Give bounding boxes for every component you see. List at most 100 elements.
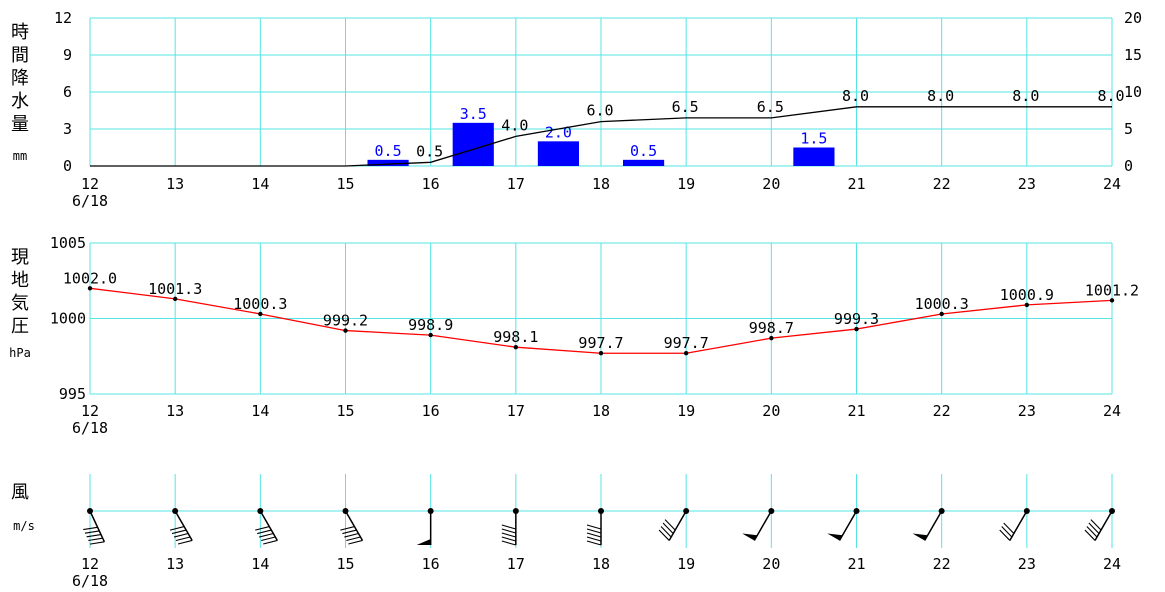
precip-xtick-label: 24 [1103, 175, 1121, 193]
pressure-xtick-label: 17 [507, 402, 525, 420]
wind-barb-feather [84, 530, 100, 534]
wind-barb-feather [586, 524, 602, 530]
precip-xtick-label: 21 [847, 175, 865, 193]
wind-xtick-label: 22 [933, 555, 951, 573]
wind-barb-feather [999, 529, 1011, 541]
precip-cumulative-label: 8.0 [842, 87, 869, 105]
pressure-xtick-label: 24 [1103, 402, 1121, 420]
wind-barb-feather [1084, 529, 1096, 541]
precip-ytick-right-label: 15 [1124, 46, 1142, 64]
precip-cumulative-label: 6.0 [586, 102, 613, 120]
pressure-xtick-label: 19 [677, 402, 695, 420]
precip-ytick-right-label: 5 [1124, 120, 1133, 138]
pressure-point-label: 1001.3 [148, 280, 202, 298]
wind-xtick-label: 12 [81, 555, 99, 573]
precip-bar [623, 159, 665, 166]
wind-barb-feather [173, 532, 189, 538]
pressure-point [172, 296, 178, 302]
pressure-point-label: 998.7 [749, 319, 794, 337]
pressure-point-label: 999.2 [323, 312, 368, 330]
wind-barb-pennant [827, 533, 843, 541]
pressure-point [683, 351, 689, 356]
wind-barb-staff [1094, 510, 1113, 541]
wind-xtick-label: 19 [677, 555, 695, 573]
wind-barb-feather [658, 529, 670, 541]
pressure-point-label: 1000.9 [1000, 286, 1054, 304]
pressure-point [598, 351, 604, 356]
wind-barb-pennant [742, 533, 758, 541]
pressure-xtick-label: 22 [933, 402, 951, 420]
pressure-point-label: 997.7 [578, 334, 623, 352]
pressure-point [769, 335, 774, 341]
precip-ylabel-char: 間 [11, 45, 29, 66]
wind-barb-feather [501, 528, 516, 534]
wind-xtick-label: 24 [1103, 555, 1121, 573]
precip-unit-label: mm [13, 149, 27, 163]
wind-barb-feather [1086, 526, 1098, 538]
wind-barb-feather [346, 536, 361, 542]
wind-barb-feather [586, 532, 602, 538]
wind-xtick-label: 17 [507, 555, 525, 573]
precip-cumulative-line [90, 106, 1112, 167]
precip-ylabel-char: 時 [11, 22, 29, 43]
wind-barb-feather [340, 526, 355, 531]
precip-cumulative-label: 6.5 [672, 98, 699, 116]
wind-xtick-label: 16 [422, 555, 440, 573]
precip-cumulative-label: 8.0 [1012, 87, 1039, 105]
precip-bar [367, 159, 409, 166]
precip-bar-label: 0.5 [375, 142, 402, 160]
wind-barb-staff [174, 510, 193, 541]
precip-xtick-label: 16 [422, 175, 440, 193]
wind-barb-staff [89, 510, 106, 543]
wind-barb-feather [348, 539, 363, 545]
wind-barb-feather [175, 536, 191, 542]
pressure-point-label: 997.7 [664, 334, 709, 352]
precip-ylabel-char: 降 [11, 68, 29, 89]
precip-ytick-left-label: 3 [63, 120, 72, 138]
wind-barb-feather [255, 526, 270, 531]
precip-ytick-left-label: 12 [54, 9, 72, 27]
pressure-date-label: 6/18 [72, 419, 108, 437]
wind-barb-feather [259, 532, 274, 538]
precip-xtick-label: 14 [251, 175, 269, 193]
wind-barb-feather [586, 536, 602, 542]
wind-barb-feather [171, 529, 187, 535]
pressure-ylabel-char: 地 [11, 270, 29, 291]
precip-bar-label: 3.5 [460, 105, 487, 123]
wind-barb-feather [86, 534, 102, 538]
wind-barb-feather [501, 524, 516, 530]
wind-xtick-label: 23 [1018, 555, 1036, 573]
precip-ytick-left-label: 0 [63, 157, 72, 175]
wind-barb-staff [1009, 510, 1028, 541]
wind-barb-feather [169, 526, 185, 531]
precip-cumulative-label: 8.0 [927, 87, 954, 105]
precip-bar [452, 122, 494, 166]
precip-ytick-right-label: 20 [1124, 9, 1142, 27]
precip-cumulative-label: 8.0 [1097, 87, 1124, 105]
pressure-point-label: 1000.3 [233, 295, 287, 313]
wind-barb-feather [83, 526, 98, 531]
precip-cumulative-label: 0.5 [416, 142, 443, 160]
wind-barb-staff [259, 510, 278, 541]
wind-xtick-label: 13 [166, 555, 184, 573]
pressure-xtick-label: 21 [847, 402, 865, 420]
wind-xtick-label: 14 [251, 555, 269, 573]
precip-cumulative-label: 6.5 [757, 98, 784, 116]
precip-ytick-left-label: 9 [63, 46, 72, 64]
wind-barb-feather [1088, 522, 1100, 534]
wind-date-label: 6/18 [72, 572, 108, 590]
pressure-xtick-label: 16 [422, 402, 440, 420]
wind-barb-feather [1090, 519, 1102, 531]
pressure-point [939, 311, 944, 317]
precip-ylabel-char: 水 [11, 91, 29, 112]
precip-xtick-label: 13 [166, 175, 184, 193]
wind-barb-feather [257, 529, 272, 535]
wind-barb-feather [261, 536, 276, 542]
precip-xtick-label: 20 [762, 175, 780, 193]
pressure-ytick-label: 1005 [50, 234, 86, 252]
pressure-xtick-label: 23 [1018, 402, 1036, 420]
precip-xtick-label: 23 [1018, 175, 1036, 193]
wind-barb-feather [586, 528, 602, 534]
pressure-ylabel-char: 現 [11, 247, 29, 268]
wind-xtick-label: 21 [847, 555, 865, 573]
